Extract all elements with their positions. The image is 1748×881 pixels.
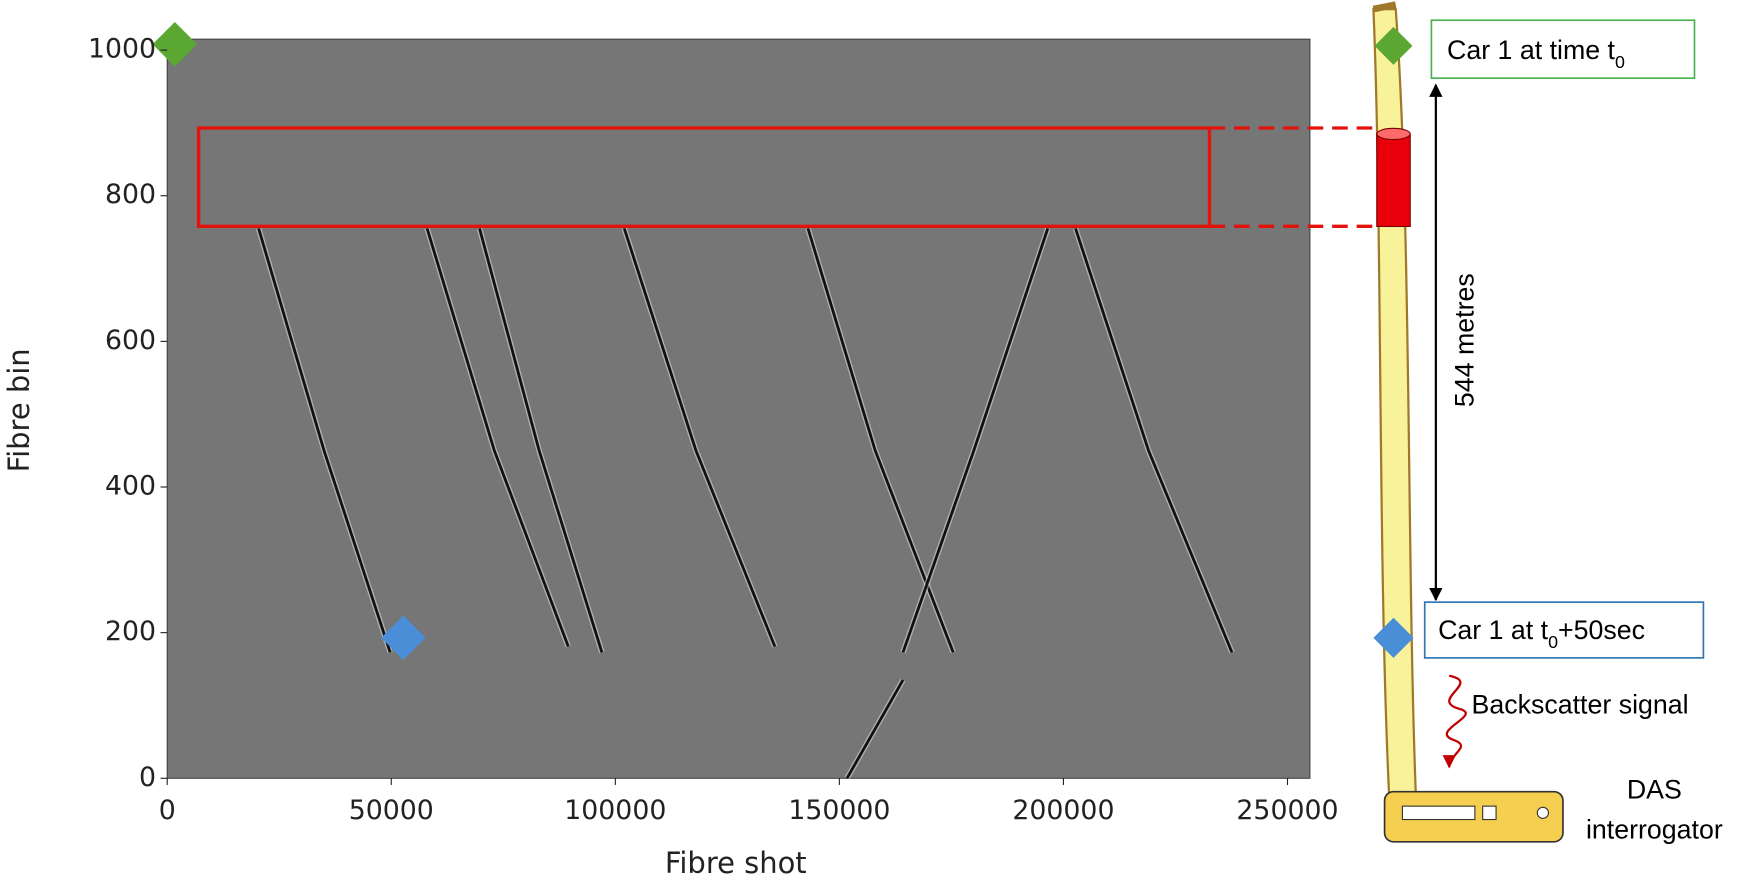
diagram: Car 1 at time t0 544 metres Car 1 at t0+… <box>1372 1 1723 844</box>
marker <box>152 21 198 67</box>
device-label: interrogator <box>1586 814 1723 844</box>
trace <box>257 228 392 653</box>
plot: 0 50000 100000 150000 200000 250000 0 200 400 600… <box>88 21 1383 826</box>
trace <box>901 228 1050 653</box>
x-tick-label: 150000 <box>788 795 890 826</box>
trace <box>425 228 570 647</box>
fibre-end <box>1372 1 1397 13</box>
y-axis-label: Fibre bin <box>2 348 36 472</box>
x-tick-label: 250000 <box>1236 795 1338 826</box>
x-tick-label: 50000 <box>349 795 434 826</box>
end-marker <box>1373 617 1414 658</box>
start-box <box>1430 19 1696 80</box>
x-axis-label: Fibre shot <box>665 846 807 880</box>
x-tick-label: 0 <box>159 795 176 826</box>
fibre <box>1372 7 1417 796</box>
x-tick-label: 100000 <box>564 795 666 826</box>
end-box <box>1423 601 1705 659</box>
start-label: Car 1 at time t0 <box>1447 35 1625 72</box>
y-tick-label: 1000 <box>88 34 156 65</box>
highlight-box <box>196 126 1212 228</box>
y-tick-label: 0 <box>139 762 156 793</box>
trace <box>1074 228 1234 653</box>
trace <box>622 228 777 648</box>
trace <box>845 679 905 779</box>
plot-background <box>166 38 1311 779</box>
trace <box>478 228 604 653</box>
distance-label: 544 metres <box>1450 273 1480 407</box>
x-tick-label: 200000 <box>1012 795 1114 826</box>
y-tick-label: 200 <box>105 616 156 647</box>
end-label: Car 1 at t0+50sec <box>1438 615 1645 652</box>
y-tick-label: 600 <box>105 325 156 356</box>
y-tick-label: 800 <box>105 179 156 210</box>
signal-label: Backscatter signal <box>1472 690 1689 720</box>
y-tick-label: 400 <box>105 471 156 502</box>
signal-wave <box>1442 674 1467 769</box>
section-cylinder <box>1376 127 1411 228</box>
device-label: DAS <box>1627 774 1682 804</box>
das-device <box>1383 790 1564 843</box>
